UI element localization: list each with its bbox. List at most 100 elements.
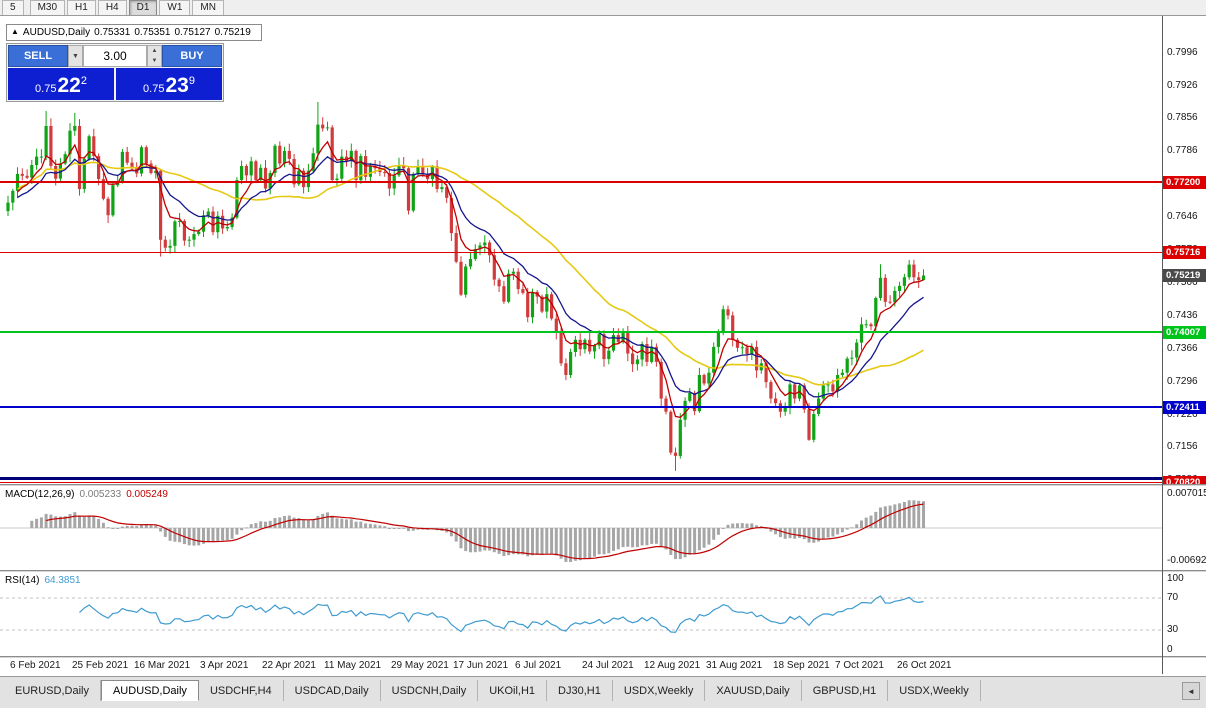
candle (712, 346, 716, 373)
macd-histogram-bar (163, 528, 167, 537)
chart-tab-dj30[interactable]: DJ30,H1 (547, 680, 613, 701)
candle (368, 166, 372, 177)
macd-histogram-bar (168, 528, 172, 541)
timeframe-button-m30[interactable]: M30 (29, 0, 66, 15)
macd-histogram-bar (68, 514, 72, 528)
candle (769, 382, 773, 399)
rsi-label: RSI(14) 64.3851 (5, 575, 81, 586)
candle (750, 346, 754, 354)
sell-button[interactable]: SELL (8, 45, 68, 67)
panel-separator[interactable] (0, 570, 1206, 572)
volume-down-icon[interactable]: ▼ (148, 56, 161, 66)
horizontal-level-line[interactable] (0, 482, 1162, 483)
macd-indicator-panel[interactable]: MACD(12,26,9) 0.005233 0.005249 (0, 486, 1162, 570)
rsi-axis-label: 100 (1167, 573, 1184, 584)
chart-tab-usdcad[interactable]: USDCAD,Daily (283, 680, 381, 701)
sell-price-display[interactable]: 0.75 22 2 (8, 68, 114, 100)
candle (721, 309, 725, 333)
candle (249, 161, 253, 176)
macd-histogram-bar (135, 526, 139, 528)
candle (383, 172, 387, 174)
current-price-badge: 0.75219 (1163, 269, 1206, 282)
tab-scroll-left-icon[interactable]: ◄ (1182, 682, 1200, 700)
candle (178, 220, 182, 222)
candle (864, 324, 868, 326)
timeframe-button-mn[interactable]: MN (192, 0, 224, 15)
macd-histogram-bar (302, 520, 306, 528)
horizontal-level-line[interactable] (0, 252, 1162, 253)
macd-histogram-bar (902, 502, 906, 528)
chart-tab-usdcnh[interactable]: USDCNH,Daily (380, 680, 479, 701)
candle (87, 136, 91, 159)
price-tick: 0.7506 (1167, 277, 1198, 288)
macd-histogram-bar (826, 528, 830, 538)
date-label: 18 Sep 2021 (773, 660, 830, 671)
level-price-badge: 0.72411 (1163, 401, 1206, 414)
panel-separator[interactable] (0, 484, 1206, 486)
volume-input[interactable]: 3.00 (83, 45, 147, 67)
horizontal-level-line[interactable] (0, 477, 1162, 480)
candle (163, 239, 167, 248)
timeframe-button-h4[interactable]: H4 (97, 0, 127, 15)
axis-divider (1162, 16, 1163, 674)
macd-histogram-bar (860, 520, 863, 528)
candle (354, 150, 358, 180)
chart-tab-xauusd[interactable]: XAUUSD,Daily (705, 680, 802, 701)
rsi-indicator-panel[interactable]: RSI(14) 64.3851 (0, 572, 1162, 656)
rsi-value: 64.3851 (44, 575, 81, 586)
buy-price-display[interactable]: 0.75 23 9 (116, 68, 222, 100)
macd-histogram-bar (612, 528, 615, 551)
candle (788, 384, 792, 408)
chart-tab-audusd[interactable]: AUDUSD,Daily (100, 680, 199, 701)
macd-histogram-bar (335, 518, 339, 528)
date-label: 16 Mar 2021 (134, 660, 191, 671)
macd-histogram-bar (116, 528, 120, 529)
chart-tab-usdchf[interactable]: USDCHF,H4 (198, 680, 284, 701)
horizontal-level-line[interactable] (0, 406, 1162, 408)
candle (592, 345, 597, 352)
time-axis[interactable]: 6 Feb 2021 25 Feb 2021 16 Mar 2021 3 Apr 20… (0, 658, 1206, 674)
candle (268, 173, 272, 189)
macd-histogram-bar (202, 528, 205, 544)
candle (273, 145, 277, 173)
date-label: 31 Aug 2021 (706, 660, 763, 671)
macd-axis[interactable]: 0.007015 -0.006925 (1163, 486, 1206, 570)
timeframe-button-h1[interactable]: H1 (67, 0, 96, 15)
macd-histogram-bar (459, 528, 463, 549)
macd-histogram-bar (354, 521, 358, 528)
candle (740, 347, 744, 349)
chart-tab-usdx[interactable]: USDX,Weekly (612, 680, 706, 701)
timeframe-button-w1[interactable]: W1 (159, 0, 191, 15)
chart-tab-gbpusd[interactable]: GBPUSD,H1 (801, 680, 889, 701)
macd-histogram-bar (755, 525, 759, 528)
timeframe-button-d1[interactable]: D1 (128, 0, 158, 15)
chart-tab-ukoil[interactable]: UKOil,H1 (478, 680, 548, 701)
price-tick: 0.7786 (1167, 145, 1198, 156)
date-label: 26 Oct 2021 (897, 660, 952, 671)
macd-axis-label: -0.006925 (1167, 555, 1206, 566)
macd-histogram-bar (573, 528, 577, 561)
macd-histogram-bar (221, 528, 225, 541)
rsi-axis[interactable]: 100 70 30 0 (1163, 572, 1206, 656)
macd-histogram-bar (736, 523, 739, 528)
horizontal-level-line[interactable] (0, 181, 1162, 183)
macd-histogram-bar (349, 519, 353, 528)
buy-button[interactable]: BUY (162, 45, 222, 67)
macd-histogram-bar (373, 524, 377, 528)
macd-histogram-bar (78, 516, 81, 528)
chart-tab-usdx[interactable]: USDX,Weekly (888, 680, 981, 701)
volume-dropdown-icon[interactable]: ▼ (68, 45, 83, 67)
timeframe-button-5[interactable]: 5 (2, 0, 24, 15)
horizontal-level-line[interactable] (0, 331, 1162, 333)
candle (25, 175, 29, 178)
price-axis[interactable]: 0.79960.79260.78560.77860.77160.76460.75… (1163, 17, 1206, 489)
macd-histogram-bar (855, 524, 859, 528)
chart-ohlc-header: ▲ AUDUSD,Daily 0.75331 0.75351 0.75127 0.7521… (6, 24, 262, 41)
candlestick-chart[interactable]: ▲ AUDUSD,Daily 0.75331 0.75351 0.75127 0.7521… (0, 17, 1162, 485)
volume-stepper[interactable]: ▲ ▼ (147, 45, 162, 67)
macd-histogram-bar (583, 528, 587, 559)
chart-tab-eurusd[interactable]: EURUSD,Daily (4, 680, 101, 701)
macd-label: MACD(12,26,9) 0.005233 0.005249 (5, 489, 168, 500)
candle (774, 398, 778, 404)
volume-up-icon[interactable]: ▲ (148, 46, 161, 56)
